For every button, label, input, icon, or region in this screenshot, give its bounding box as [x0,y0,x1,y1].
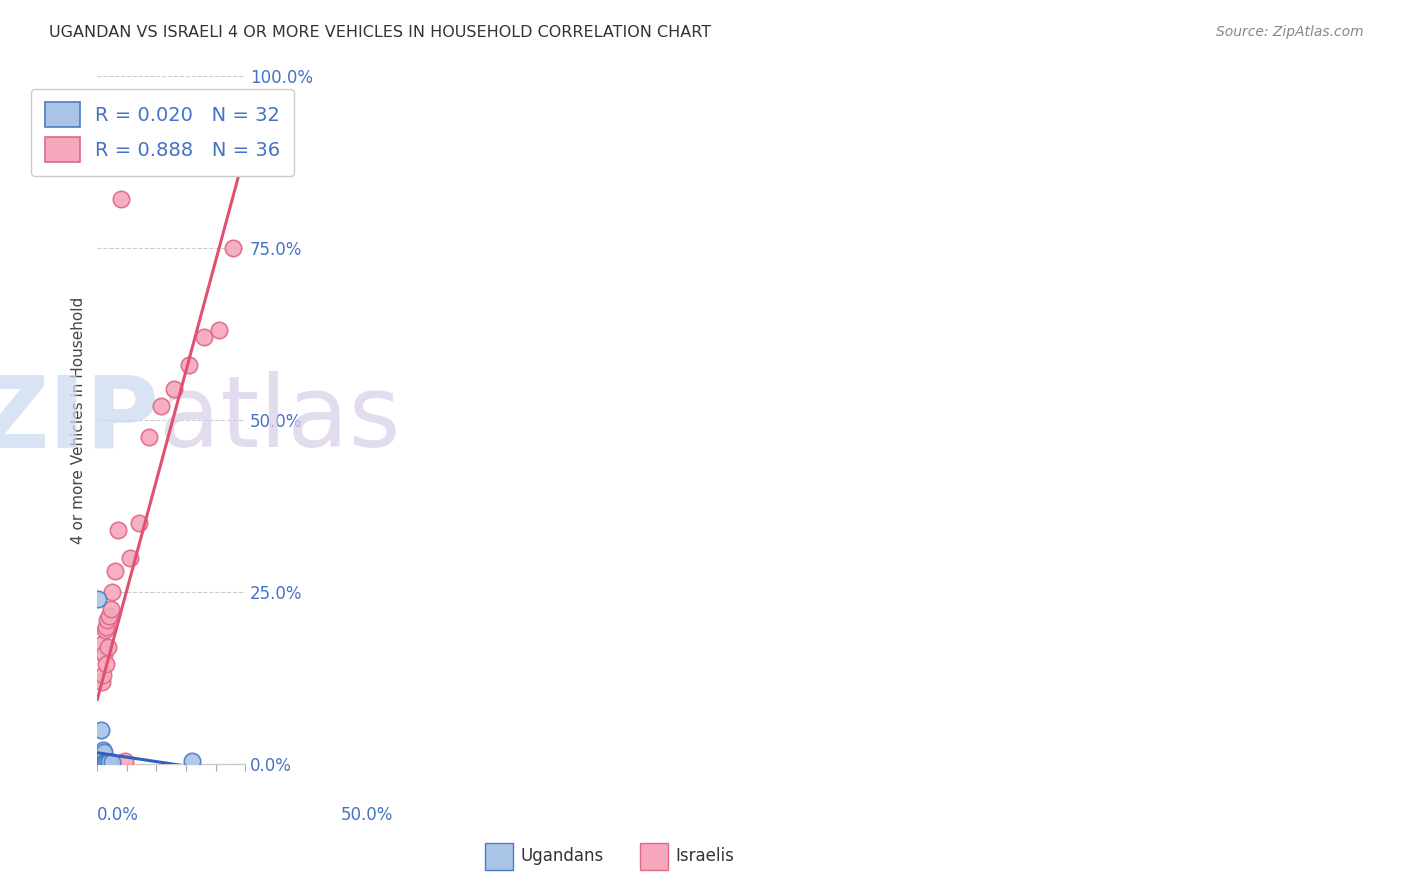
Point [90,637,112,651]
Point [118,550,141,565]
Point [96,657,118,672]
Point [97,755,120,769]
Point [89,755,111,769]
Point [101,755,124,769]
Point [90,755,112,769]
Text: Ugandans: Ugandans [520,847,603,865]
Point [87,754,110,768]
Point [91,755,114,769]
Point [89,754,111,768]
Point [222,241,245,255]
Point [87,750,110,764]
Point [93,647,115,661]
Point [94,755,117,769]
Text: atlas: atlas [159,371,401,468]
Text: UGANDAN VS ISRAELI 4 OR MORE VEHICLES IN HOUSEHOLD CORRELATION CHART: UGANDAN VS ISRAELI 4 OR MORE VEHICLES IN… [49,25,711,40]
Point [94,619,117,633]
Point [87,755,110,769]
Point [104,565,127,579]
Point [89,755,111,769]
Point [100,602,122,616]
Point [87,752,110,766]
Point [89,754,111,768]
Point [207,323,229,337]
Point [90,750,112,764]
Point [87,755,110,769]
Point [149,399,172,413]
Point [98,609,121,624]
Point [91,674,114,689]
Text: 0.0%: 0.0% [97,805,139,823]
Point [90,752,112,766]
Point [180,754,202,768]
Point [101,585,124,599]
Point [89,752,111,766]
Point [163,382,186,396]
Point [90,750,112,764]
Point [89,754,111,768]
Point [90,749,112,764]
Point [177,358,200,372]
Point [96,613,118,627]
Point [89,755,111,769]
Point [91,747,114,761]
Point [87,754,110,768]
Point [90,754,112,768]
Point [110,193,132,207]
Point [97,640,120,655]
Point [87,755,110,769]
Text: Israelis: Israelis [675,847,734,865]
Point [87,755,110,769]
Point [114,754,136,768]
Point [87,754,110,768]
Point [87,755,110,769]
Point [93,755,115,769]
Point [93,623,115,637]
Point [93,745,115,759]
Point [89,754,111,768]
Text: ZIP: ZIP [0,371,159,468]
Point [87,591,110,606]
Point [98,755,121,769]
Point [89,752,111,766]
Text: Source: ZipAtlas.com: Source: ZipAtlas.com [1216,25,1364,39]
Legend: R = 0.020   N = 32, R = 0.888   N = 36: R = 0.020 N = 32, R = 0.888 N = 36 [31,88,294,176]
Point [89,755,111,769]
Text: 50.0%: 50.0% [340,805,392,823]
Point [91,667,114,681]
Point [193,330,215,344]
Point [89,755,111,769]
Y-axis label: 4 or more Vehicles in Household: 4 or more Vehicles in Household [72,296,86,543]
Point [96,755,118,769]
Point [90,723,112,737]
Point [89,752,111,766]
Point [87,750,110,764]
Point [91,743,114,757]
Point [89,754,111,768]
Point [128,516,150,531]
Point [107,523,129,537]
Point [138,430,160,444]
